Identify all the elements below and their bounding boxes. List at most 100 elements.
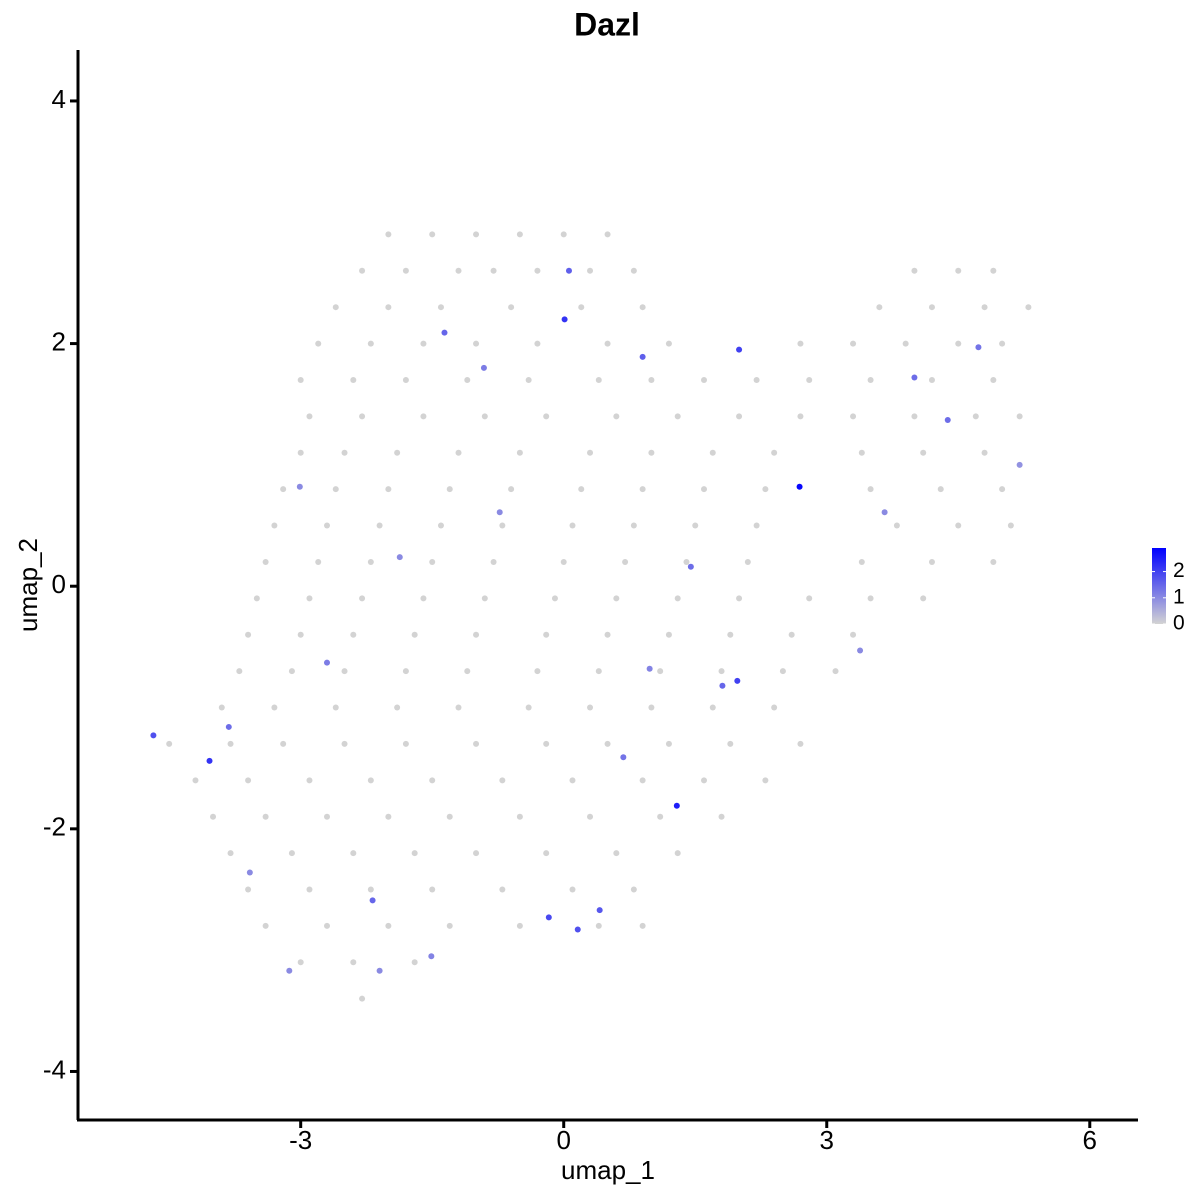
cell-point (166, 740, 173, 747)
cell-point (881, 509, 888, 516)
x-tick-label: -3 (289, 1125, 312, 1155)
cell-point (516, 922, 523, 929)
cell-point (280, 740, 287, 747)
cell-point (944, 417, 951, 424)
cell-point (857, 647, 864, 654)
cell-point (367, 340, 374, 347)
cell-point (288, 668, 295, 675)
cell-point (323, 522, 330, 529)
cell-point (262, 558, 269, 565)
cell-point (639, 304, 646, 311)
cell-point (701, 486, 708, 493)
cell-point (332, 486, 339, 493)
cell-point (473, 740, 480, 747)
cell-point (648, 449, 655, 456)
cell-point (525, 376, 532, 383)
cell-point (543, 631, 550, 638)
cell-point (718, 668, 725, 675)
cell-point (990, 558, 997, 565)
cell-point (902, 340, 909, 347)
x-tick-label: 6 (1083, 1125, 1097, 1155)
x-axis-label: umap_1 (561, 1155, 655, 1185)
cell-point (297, 959, 304, 966)
cell-point (480, 364, 487, 371)
cell-point (569, 886, 576, 893)
cell-point (543, 850, 550, 857)
cell-point (271, 704, 278, 711)
cell-point (779, 668, 786, 675)
cell-point (402, 740, 409, 747)
cell-point (736, 346, 743, 353)
cell-point (692, 522, 699, 529)
cell-point (674, 850, 681, 857)
cell-point (246, 869, 253, 876)
cell-point (762, 777, 769, 784)
y-tick-label: 4 (52, 84, 66, 114)
cell-point (534, 340, 541, 347)
cell-point (473, 340, 480, 347)
cell-point (332, 704, 339, 711)
cell-point (341, 449, 348, 456)
cell-point (788, 631, 795, 638)
cell-point (499, 777, 506, 784)
cell-point (565, 267, 572, 274)
cell-point (981, 304, 988, 311)
cell-point (473, 631, 480, 638)
cell-point (150, 732, 157, 739)
cell-point (411, 631, 418, 638)
cell-point (771, 704, 778, 711)
cell-point (481, 595, 488, 602)
cell-point (639, 777, 646, 784)
cell-point (709, 449, 716, 456)
cell-point (937, 486, 944, 493)
cell-point (499, 522, 506, 529)
cell-point (306, 413, 313, 420)
cell-point (665, 340, 672, 347)
cell-point (323, 813, 330, 820)
cell-point (455, 267, 462, 274)
cell-point (315, 340, 322, 347)
cell-point (771, 449, 778, 456)
cell-point (420, 595, 427, 602)
cell-point (441, 329, 448, 336)
cell-point (464, 376, 471, 383)
cell-point (796, 483, 803, 490)
cell-point (429, 777, 436, 784)
cell-point (402, 668, 409, 675)
cell-point (928, 304, 935, 311)
cell-point (420, 413, 427, 420)
cell-point (297, 449, 304, 456)
cell-point (736, 413, 743, 420)
cell-point (262, 813, 269, 820)
cell-point (639, 353, 646, 360)
cell-point (332, 304, 339, 311)
cell-point (323, 922, 330, 929)
cell-point (744, 558, 751, 565)
cell-point (727, 740, 734, 747)
y-axis-label: umap_2 (13, 538, 43, 632)
cell-point (613, 850, 620, 857)
cell-point (797, 413, 804, 420)
cell-point (622, 558, 629, 565)
cell-point (587, 449, 594, 456)
cell-point (574, 926, 581, 933)
cell-point (367, 886, 374, 893)
cell-point (394, 449, 401, 456)
cell-point (719, 682, 726, 689)
cell-point (306, 777, 313, 784)
cell-point (858, 449, 865, 456)
cell-point (227, 850, 234, 857)
cell-point (648, 704, 655, 711)
cell-point (990, 267, 997, 274)
cell-point (578, 486, 585, 493)
cell-point (288, 850, 295, 857)
cell-point (206, 757, 213, 764)
cell-point (1016, 461, 1023, 468)
cell-point (455, 449, 462, 456)
cell-point (867, 595, 874, 602)
cell-point (981, 449, 988, 456)
cell-point (867, 376, 874, 383)
cell-point (587, 267, 594, 274)
cell-point (525, 704, 532, 711)
